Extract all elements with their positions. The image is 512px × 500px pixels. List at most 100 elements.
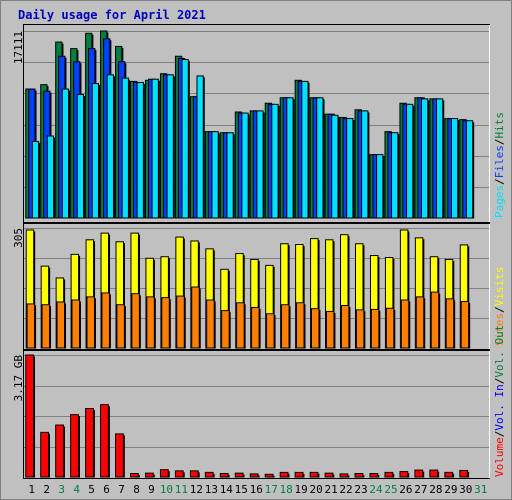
bar-sites-day-17 bbox=[266, 313, 275, 349]
bar-sites-day-11 bbox=[176, 295, 185, 349]
bar-volume-day-9 bbox=[144, 472, 154, 478]
bar-sites-day-9 bbox=[146, 296, 155, 349]
bar-sites-day-28 bbox=[430, 291, 440, 349]
x-tick-label-29: 29 bbox=[444, 483, 457, 496]
x-tick-label-13: 13 bbox=[205, 483, 218, 496]
bar-volume-day-19 bbox=[294, 471, 304, 478]
bar-volume-day-6 bbox=[100, 404, 109, 478]
bar-sites-day-23 bbox=[355, 309, 365, 349]
legend-hits-files-pages: Pages/Files/Hits bbox=[493, 112, 506, 218]
bar-volume-day-11 bbox=[174, 470, 184, 478]
legend-vol-out: Vol. Out bbox=[493, 325, 506, 378]
bar-pages-day-10 bbox=[166, 74, 174, 219]
x-tick-label-5: 5 bbox=[88, 483, 95, 496]
bar-sites-day-12 bbox=[191, 286, 200, 349]
x-tick-label-9: 9 bbox=[148, 483, 155, 496]
x-tick-label-27: 27 bbox=[414, 483, 427, 496]
bar-sites-day-1 bbox=[26, 303, 36, 349]
bar-pages-day-25 bbox=[391, 132, 399, 219]
x-tick-label-31: 31 bbox=[474, 483, 487, 496]
bar-volume-day-21 bbox=[324, 472, 334, 478]
bar-sites-day-10 bbox=[161, 297, 170, 349]
bar-sites-day-27 bbox=[415, 296, 425, 349]
bar-volume-day-7 bbox=[115, 433, 124, 478]
bar-pages-day-16 bbox=[256, 110, 264, 219]
bar-volume-day-12 bbox=[189, 470, 199, 478]
bar-volume-day-23 bbox=[354, 473, 364, 478]
bar-pages-day-19 bbox=[301, 80, 309, 219]
legend-separator: / bbox=[493, 306, 506, 313]
bar-sites-day-19 bbox=[296, 302, 305, 349]
y-max-label-volume: 3.17 GB bbox=[12, 355, 25, 402]
bar-volume-day-26 bbox=[399, 471, 409, 478]
bar-pages-day-29 bbox=[450, 118, 459, 219]
bar-volume-day-18 bbox=[279, 471, 289, 478]
bar-pages-day-15 bbox=[241, 112, 249, 219]
bar-volume-day-28 bbox=[429, 469, 439, 478]
bar-sites-day-29 bbox=[445, 298, 455, 349]
y-max-label-hits: 17111 bbox=[12, 31, 25, 64]
x-tick-label-25: 25 bbox=[384, 483, 397, 496]
bar-volume-day-4 bbox=[70, 414, 79, 478]
bar-pages-day-8 bbox=[136, 81, 144, 219]
legend-vol-in: Vol. In bbox=[493, 384, 506, 430]
bar-pages-day-28 bbox=[435, 98, 444, 219]
x-tick-label-6: 6 bbox=[103, 483, 110, 496]
bar-pages-day-13 bbox=[211, 131, 219, 219]
legend-visits-sites: Sites/Visits bbox=[493, 267, 506, 347]
bar-pages-day-27 bbox=[420, 98, 429, 219]
bar-volume-day-30 bbox=[459, 469, 469, 478]
bar-pages-day-14 bbox=[226, 132, 234, 219]
x-tick-label-14: 14 bbox=[220, 483, 234, 496]
x-tick-label-8: 8 bbox=[133, 483, 140, 496]
bar-sites-day-13 bbox=[206, 299, 215, 349]
bar-pages-day-5 bbox=[91, 83, 99, 219]
x-tick-label-11: 11 bbox=[175, 483, 188, 496]
bar-volume-day-5 bbox=[85, 407, 94, 478]
x-tick-label-18: 18 bbox=[280, 483, 293, 496]
bar-pages-day-23 bbox=[361, 110, 369, 219]
bar-pages-day-22 bbox=[346, 118, 354, 219]
bar-pages-day-24 bbox=[376, 154, 384, 219]
x-tick-label-15: 15 bbox=[235, 483, 248, 496]
bar-volume-day-16 bbox=[249, 473, 259, 478]
bar-volume-day-3 bbox=[55, 424, 64, 478]
bar-sites-day-6 bbox=[101, 292, 110, 349]
y-max-label-visits: 305 bbox=[12, 228, 25, 248]
bar-sites-day-14 bbox=[221, 310, 230, 349]
bar-sites-day-22 bbox=[340, 305, 350, 349]
bar-sites-day-7 bbox=[116, 304, 125, 349]
x-tick-label-20: 20 bbox=[309, 483, 322, 496]
bar-sites-day-18 bbox=[281, 304, 290, 349]
bar-pages-day-7 bbox=[121, 77, 129, 219]
x-tick-label-19: 19 bbox=[295, 483, 308, 496]
x-tick-label-10: 10 bbox=[160, 483, 173, 496]
x-tick-label-30: 30 bbox=[459, 483, 472, 496]
bar-sites-day-8 bbox=[131, 293, 140, 349]
legend-separator: / bbox=[493, 178, 506, 185]
x-tick-label-22: 22 bbox=[339, 483, 352, 496]
bar-volume-day-17 bbox=[264, 473, 274, 478]
bar-pages-day-2 bbox=[46, 135, 55, 219]
bar-sites-day-2 bbox=[41, 304, 51, 349]
bar-sites-day-16 bbox=[251, 306, 260, 349]
bar-volume-day-8 bbox=[130, 473, 139, 478]
bar-pages-day-11 bbox=[181, 59, 189, 219]
legend-visits: Visits bbox=[493, 267, 506, 307]
x-tick-label-23: 23 bbox=[354, 483, 367, 496]
x-tick-label-24: 24 bbox=[369, 483, 383, 496]
bar-pages-day-26 bbox=[406, 103, 414, 219]
bar-volume-day-2 bbox=[40, 431, 49, 478]
bar-sites-day-5 bbox=[86, 296, 95, 349]
x-tick-label-2: 2 bbox=[43, 483, 50, 496]
bar-volume-day-25 bbox=[384, 471, 394, 478]
x-tick-label-17: 17 bbox=[265, 483, 278, 496]
bar-sites-day-24 bbox=[370, 308, 380, 349]
x-tick-label-16: 16 bbox=[250, 483, 263, 496]
bar-pages-day-12 bbox=[196, 75, 204, 219]
legend-pages: Pages bbox=[493, 185, 506, 218]
bar-pages-day-4 bbox=[76, 94, 85, 219]
bar-sites-day-3 bbox=[56, 301, 66, 349]
legend-separator: / bbox=[493, 431, 506, 438]
